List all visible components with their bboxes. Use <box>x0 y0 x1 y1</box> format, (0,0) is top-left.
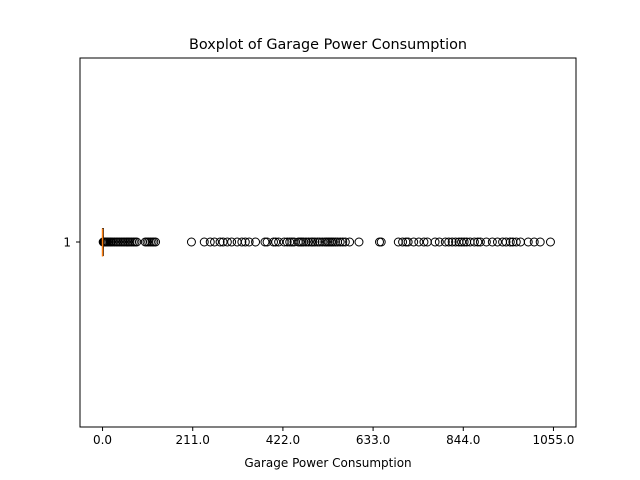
outlier-point <box>376 237 386 247</box>
x-tick-label: 1055.0 <box>532 433 574 447</box>
outlier-point <box>274 237 284 247</box>
outlier-point <box>262 237 272 247</box>
outlier-point <box>375 237 385 247</box>
outlier-points <box>98 237 555 247</box>
outlier-point <box>501 237 511 247</box>
x-tick-label: 0.0 <box>93 433 112 447</box>
outlier-point <box>186 237 196 247</box>
chart-title: Boxplot of Garage Power Consumption <box>189 37 467 53</box>
outlier-point <box>409 237 419 247</box>
outlier-point <box>529 237 539 247</box>
outlier-point <box>269 237 279 247</box>
outlier-point <box>419 237 429 247</box>
outlier-point <box>218 237 228 247</box>
y-tick-label: 1 <box>63 236 71 250</box>
outlier-point <box>315 237 325 247</box>
x-axis-label: Garage Power Consumption <box>244 456 411 470</box>
outlier-point <box>330 237 340 247</box>
outlier-point <box>447 237 457 247</box>
outlier-point <box>301 237 311 247</box>
outlier-point <box>457 237 467 247</box>
outlier-point <box>492 237 502 247</box>
outlier-point <box>285 237 295 247</box>
outlier-point <box>451 237 461 247</box>
outlier-point <box>481 237 491 247</box>
outlier-point <box>473 237 483 247</box>
outlier-point <box>535 237 545 247</box>
outlier-point <box>215 237 225 247</box>
outlier-point <box>222 237 232 247</box>
outlier-point <box>505 237 515 247</box>
x-tick-label: 422.0 <box>266 433 300 447</box>
outlier-point <box>511 237 521 247</box>
outlier-point <box>244 237 254 247</box>
outlier-point <box>328 237 338 247</box>
box-group <box>101 228 104 257</box>
outlier-point <box>232 237 242 247</box>
outlier-point <box>338 237 348 247</box>
outlier-point <box>251 237 261 247</box>
outlier-point <box>430 237 440 247</box>
outlier-point <box>240 237 250 247</box>
outlier-point <box>304 237 314 247</box>
outlier-point <box>210 237 220 247</box>
x-axis-ticks: 0.0 211.0 422.0 633.0 844.0 1055.0 <box>93 427 574 447</box>
outlier-point <box>459 237 469 247</box>
outlier-point <box>440 237 450 247</box>
outlier-point <box>132 237 142 247</box>
outlier-point <box>398 237 408 247</box>
outlier-point <box>523 237 533 247</box>
outlier-point <box>310 237 320 247</box>
outlier-point <box>227 237 237 247</box>
outlier-point <box>335 237 345 247</box>
outlier-point <box>475 237 485 247</box>
y-axis-ticks: 1 <box>63 236 80 250</box>
outlier-point <box>237 237 247 247</box>
outlier-point <box>345 237 355 247</box>
outlier-point <box>205 237 215 247</box>
outlier-point <box>151 237 161 247</box>
outlier-point <box>487 237 497 247</box>
outlier-point <box>414 237 424 247</box>
x-tick-label: 633.0 <box>356 433 390 447</box>
outlier-point <box>271 237 281 247</box>
outlier-point <box>340 237 350 247</box>
outlier-point <box>545 237 555 247</box>
outlier-point <box>199 237 209 247</box>
outlier-point <box>313 237 323 247</box>
x-tick-label: 211.0 <box>176 433 210 447</box>
outlier-point <box>403 237 413 247</box>
outlier-point <box>308 237 318 247</box>
outlier-point <box>444 237 454 247</box>
outlier-point <box>434 237 444 247</box>
outlier-point <box>469 237 479 247</box>
outlier-point <box>354 237 364 247</box>
x-tick-label: 844.0 <box>446 433 480 447</box>
outlier-point <box>282 237 292 247</box>
outlier-point <box>260 237 270 247</box>
